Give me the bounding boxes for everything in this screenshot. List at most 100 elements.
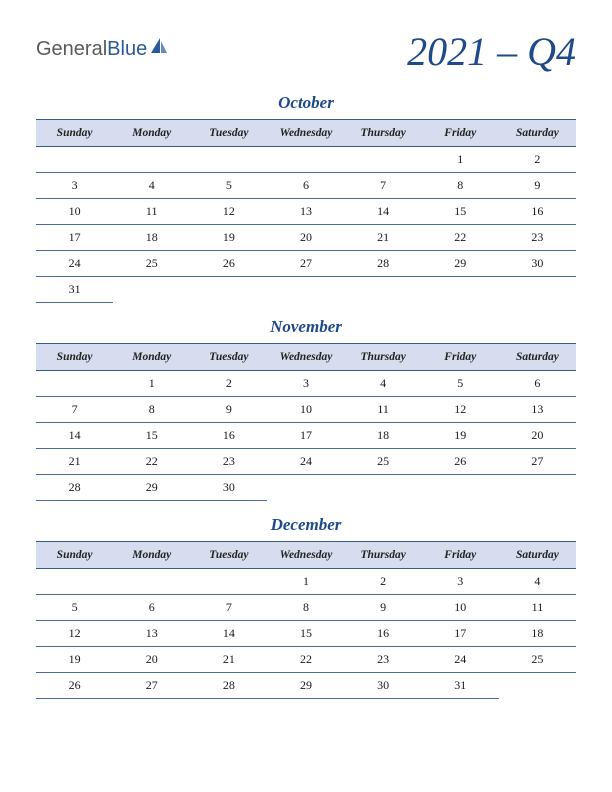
day-header: Thursday bbox=[345, 120, 422, 147]
calendar-cell bbox=[499, 673, 576, 699]
calendar-cell: 3 bbox=[422, 569, 499, 595]
calendar-cell: 23 bbox=[190, 449, 267, 475]
calendar-cell: 3 bbox=[36, 173, 113, 199]
day-header: Thursday bbox=[345, 344, 422, 371]
calendar-cell: 23 bbox=[345, 647, 422, 673]
calendar-cell: 13 bbox=[499, 397, 576, 423]
day-header: Monday bbox=[113, 120, 190, 147]
sail-icon bbox=[149, 36, 169, 62]
calendar-cell: 22 bbox=[422, 225, 499, 251]
calendar-cell: 15 bbox=[267, 621, 344, 647]
calendar-row: 10111213141516 bbox=[36, 199, 576, 225]
calendar-cell bbox=[422, 277, 499, 303]
calendar-cell: 12 bbox=[190, 199, 267, 225]
calendar-table: SundayMondayTuesdayWednesdayThursdayFrid… bbox=[36, 343, 576, 501]
calendar-cell: 31 bbox=[36, 277, 113, 303]
logo: GeneralBlue bbox=[36, 28, 169, 62]
calendar-row: 282930 bbox=[36, 475, 576, 501]
calendar-container: OctoberSundayMondayTuesdayWednesdayThurs… bbox=[36, 93, 576, 699]
month-block: November SundayMondayTuesdayWednesdayThur… bbox=[36, 317, 576, 501]
calendar-cell: 21 bbox=[190, 647, 267, 673]
month-block: OctoberSundayMondayTuesdayWednesdayThurs… bbox=[36, 93, 576, 303]
day-header: Friday bbox=[422, 344, 499, 371]
calendar-cell: 5 bbox=[190, 173, 267, 199]
calendar-table: SundayMondayTuesdayWednesdayThursdayFrid… bbox=[36, 541, 576, 699]
calendar-row: 78910111213 bbox=[36, 397, 576, 423]
calendar-cell: 19 bbox=[36, 647, 113, 673]
day-header: Monday bbox=[113, 542, 190, 569]
calendar-cell: 26 bbox=[190, 251, 267, 277]
calendar-cell: 20 bbox=[113, 647, 190, 673]
calendar-cell: 2 bbox=[499, 147, 576, 173]
calendar-cell: 16 bbox=[345, 621, 422, 647]
calendar-cell: 28 bbox=[190, 673, 267, 699]
day-header: Tuesday bbox=[190, 344, 267, 371]
calendar-cell: 17 bbox=[267, 423, 344, 449]
calendar-cell bbox=[113, 569, 190, 595]
calendar-cell: 2 bbox=[345, 569, 422, 595]
calendar-cell bbox=[267, 475, 344, 501]
calendar-cell bbox=[190, 277, 267, 303]
month-block: December SundayMondayTuesdayWednesdayThur… bbox=[36, 515, 576, 699]
calendar-cell: 7 bbox=[36, 397, 113, 423]
day-header: Saturday bbox=[499, 120, 576, 147]
calendar-cell bbox=[345, 475, 422, 501]
calendar-cell: 29 bbox=[267, 673, 344, 699]
calendar-cell bbox=[113, 277, 190, 303]
calendar-cell: 22 bbox=[267, 647, 344, 673]
month-name: December bbox=[36, 515, 576, 535]
calendar-cell: 26 bbox=[36, 673, 113, 699]
calendar-cell: 9 bbox=[345, 595, 422, 621]
calendar-cell: 15 bbox=[422, 199, 499, 225]
calendar-table: SundayMondayTuesdayWednesdayThursdayFrid… bbox=[36, 119, 576, 303]
day-header: Tuesday bbox=[190, 542, 267, 569]
calendar-cell: 18 bbox=[345, 423, 422, 449]
calendar-cell: 30 bbox=[190, 475, 267, 501]
calendar-cell: 20 bbox=[267, 225, 344, 251]
calendar-cell: 4 bbox=[113, 173, 190, 199]
calendar-cell: 28 bbox=[36, 475, 113, 501]
calendar-cell: 15 bbox=[113, 423, 190, 449]
calendar-cell: 17 bbox=[422, 621, 499, 647]
calendar-row: 12131415161718 bbox=[36, 621, 576, 647]
day-header: Monday bbox=[113, 344, 190, 371]
calendar-row: 262728293031 bbox=[36, 673, 576, 699]
calendar-row: 3456789 bbox=[36, 173, 576, 199]
calendar-cell: 24 bbox=[267, 449, 344, 475]
calendar-cell: 1 bbox=[113, 371, 190, 397]
calendar-cell: 27 bbox=[499, 449, 576, 475]
calendar-row: 14151617181920 bbox=[36, 423, 576, 449]
calendar-cell: 18 bbox=[499, 621, 576, 647]
month-name: November bbox=[36, 317, 576, 337]
calendar-row: 24252627282930 bbox=[36, 251, 576, 277]
calendar-row: 123456 bbox=[36, 371, 576, 397]
day-header: Wednesday bbox=[267, 120, 344, 147]
calendar-cell: 30 bbox=[345, 673, 422, 699]
calendar-cell: 5 bbox=[422, 371, 499, 397]
calendar-cell: 10 bbox=[267, 397, 344, 423]
calendar-row: 31 bbox=[36, 277, 576, 303]
calendar-cell: 25 bbox=[113, 251, 190, 277]
calendar-cell bbox=[267, 147, 344, 173]
calendar-cell: 16 bbox=[499, 199, 576, 225]
calendar-cell: 11 bbox=[345, 397, 422, 423]
day-header: Saturday bbox=[499, 344, 576, 371]
day-header: Friday bbox=[422, 120, 499, 147]
calendar-row: 17181920212223 bbox=[36, 225, 576, 251]
calendar-cell bbox=[345, 277, 422, 303]
calendar-cell: 6 bbox=[267, 173, 344, 199]
calendar-cell: 5 bbox=[36, 595, 113, 621]
day-header: Wednesday bbox=[267, 344, 344, 371]
calendar-cell: 21 bbox=[345, 225, 422, 251]
calendar-cell: 31 bbox=[422, 673, 499, 699]
calendar-cell: 2 bbox=[190, 371, 267, 397]
calendar-cell bbox=[36, 371, 113, 397]
calendar-cell: 27 bbox=[267, 251, 344, 277]
calendar-cell bbox=[36, 569, 113, 595]
calendar-row: 1234 bbox=[36, 569, 576, 595]
calendar-cell: 27 bbox=[113, 673, 190, 699]
calendar-cell: 19 bbox=[190, 225, 267, 251]
day-header: Sunday bbox=[36, 120, 113, 147]
calendar-cell: 26 bbox=[422, 449, 499, 475]
calendar-cell: 23 bbox=[499, 225, 576, 251]
